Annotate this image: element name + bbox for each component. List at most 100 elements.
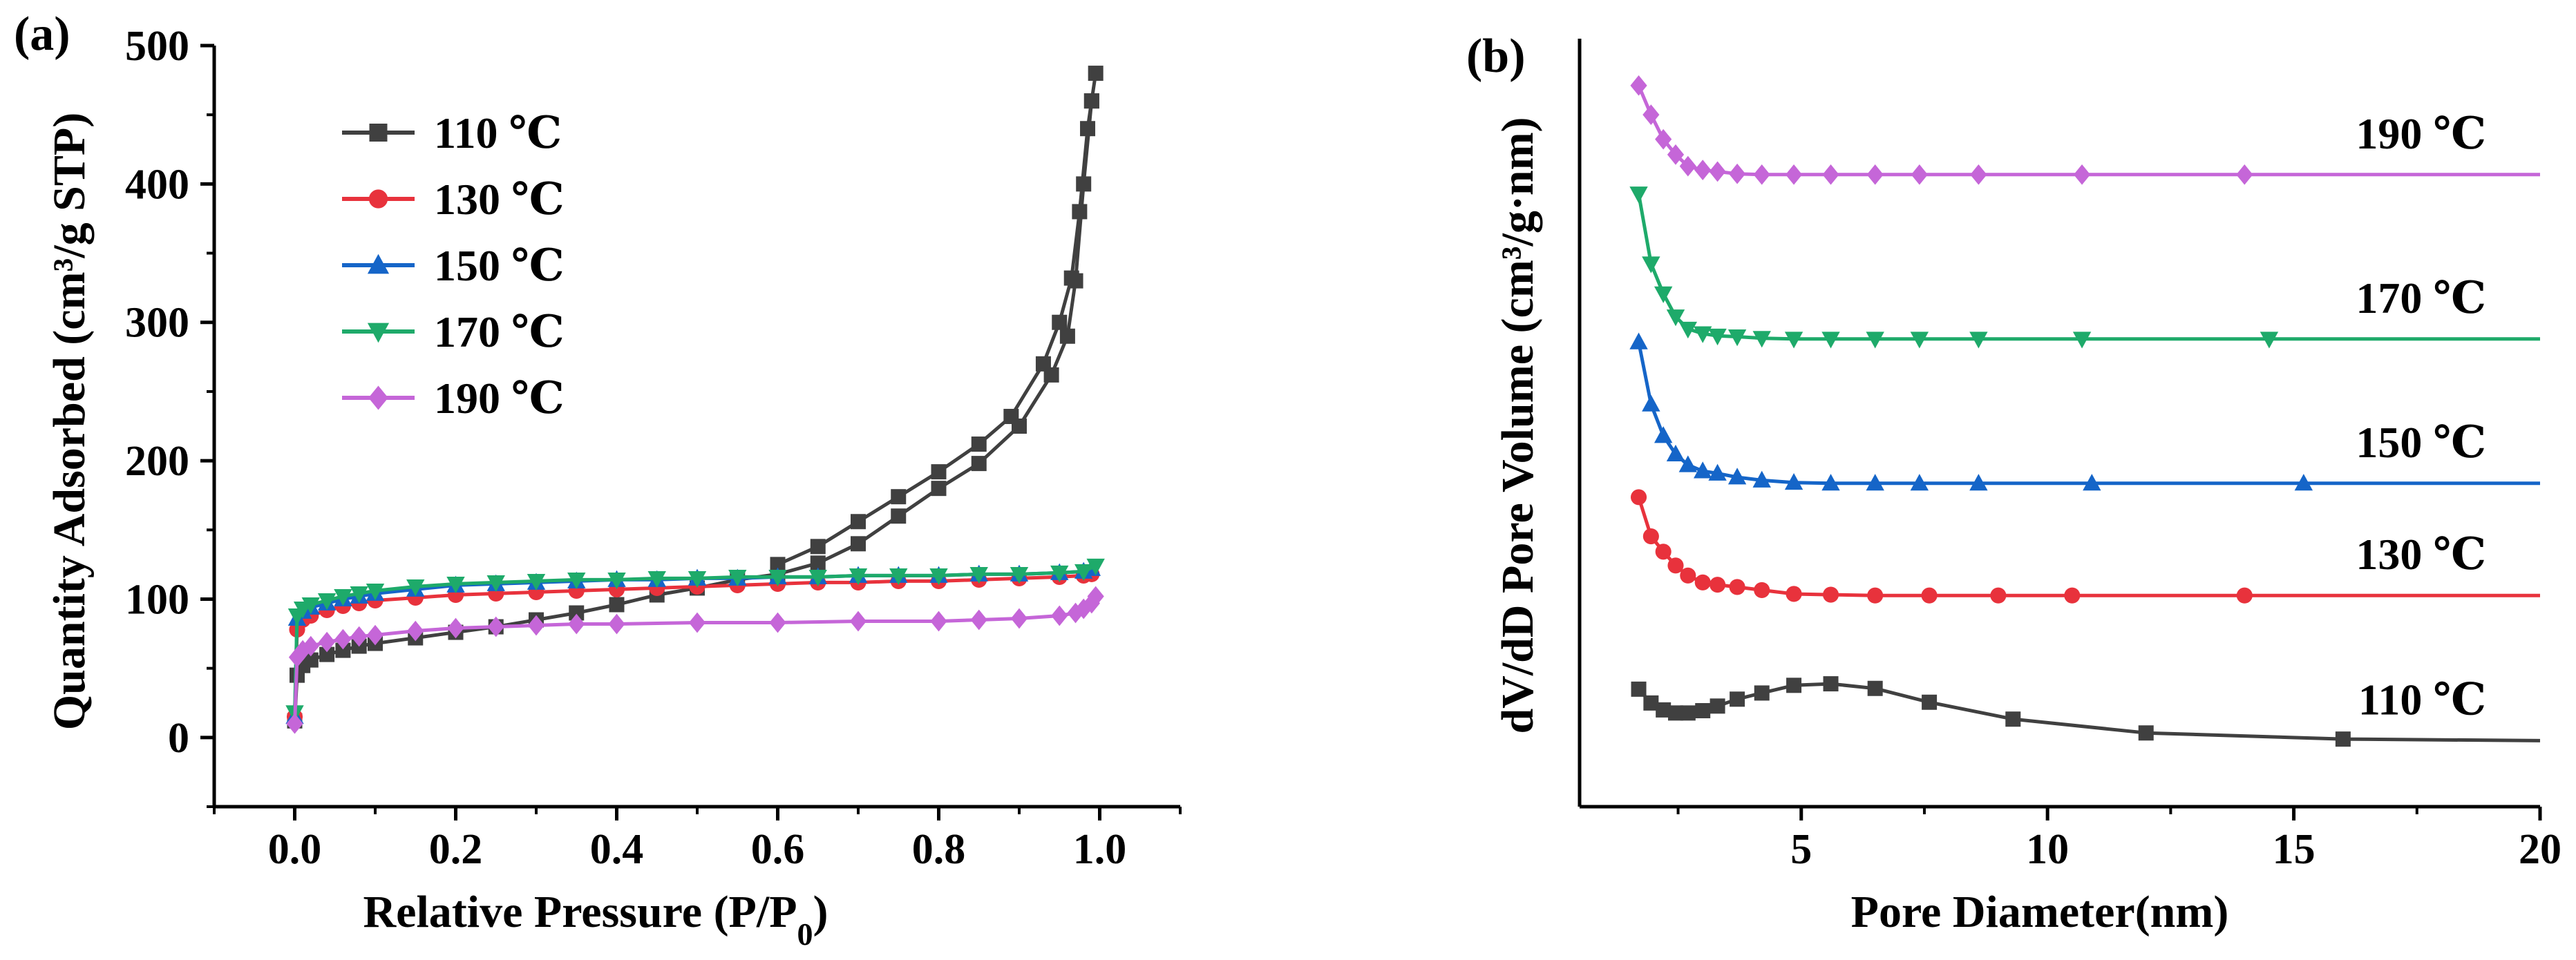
data-point-170 (1629, 186, 1648, 204)
data-point-170 (486, 575, 505, 593)
data-point-150 (1629, 332, 1648, 349)
data-point-110 (1922, 694, 1938, 710)
legend-marker-130 (368, 189, 388, 209)
data-point-190 (319, 631, 336, 653)
legend-label-150: 150 ℃ (434, 241, 565, 290)
data-point-190 (608, 613, 625, 635)
x-tick-label: 0.0 (268, 826, 322, 873)
data-point-130 (1642, 528, 1659, 545)
data-point-130 (2064, 587, 2081, 604)
data-point-110 (1088, 66, 1104, 81)
data-point-170 (1969, 332, 1988, 349)
x-tick-label: 15 (2273, 826, 2315, 873)
data-point-110 (2335, 731, 2351, 747)
panel-a-x-axis-title: Relative Pressure (P/P0) (363, 887, 828, 952)
y-tick-label: 0 (168, 715, 189, 762)
data-point-170 (889, 568, 908, 586)
legend-marker-150 (367, 253, 390, 274)
data-point-130 (1655, 544, 1671, 560)
data-point-150 (1910, 474, 1929, 491)
panel-a-axes (212, 46, 1180, 809)
x-tick-label: 10 (2026, 826, 2069, 873)
data-point-190 (288, 646, 306, 668)
data-point-130 (1680, 567, 1696, 584)
data-point-190 (334, 628, 352, 650)
data-point-110 (1080, 121, 1096, 137)
data-point-110 (2138, 725, 2154, 741)
legend-label-190: 190 ℃ (434, 374, 565, 423)
data-point-110 (1656, 702, 1671, 718)
data-point-130 (1822, 586, 1839, 603)
legend-marker-110 (369, 124, 388, 142)
data-point-130 (2236, 587, 2253, 604)
data-point-110 (931, 481, 947, 497)
data-point-170 (446, 576, 465, 594)
x-tick-label: 1.0 (1073, 826, 1127, 873)
data-point-170 (1678, 321, 1698, 339)
data-point-110 (810, 539, 826, 555)
data-point-150 (1708, 463, 1727, 481)
panel-a-adsorption-isotherm: (a) 0.0 0.2 0.4 0.6 0.8 1.0 0 100 200 300 400 500 R… (14, 8, 1182, 952)
data-point-170 (1010, 566, 1029, 584)
data-point-190 (1010, 608, 1028, 629)
data-point-190 (769, 612, 786, 633)
data-point-110 (1035, 356, 1051, 372)
panel-b-pore-size-distribution: (b) 5 10 15 20 Pore Diameter(nm) dV/dD Pore… (1466, 30, 2561, 937)
data-point-110 (1083, 93, 1099, 109)
data-point-190 (286, 713, 303, 734)
data-point-130 (1630, 489, 1647, 506)
data-point-190 (1679, 155, 1696, 177)
data-point-110 (1754, 685, 1770, 701)
data-point-190 (1729, 163, 1746, 184)
data-point-170 (728, 569, 747, 587)
data-point-130 (1754, 582, 1770, 598)
data-point-190 (302, 635, 319, 657)
data-point-190 (1911, 164, 1928, 185)
data-point-130 (1786, 586, 1802, 602)
data-point-110 (810, 555, 826, 571)
curve-label-190: 190 ℃ (2356, 109, 2486, 158)
data-point-170 (317, 593, 337, 611)
data-point-110 (1680, 705, 1696, 721)
data-point-130 (1694, 574, 1711, 591)
data-point-110 (931, 464, 947, 480)
panel-a-label: (a) (14, 8, 70, 61)
data-point-190 (407, 620, 424, 642)
data-point-170 (1708, 328, 1727, 346)
data-point-190 (568, 613, 585, 635)
legend-marker-190 (368, 385, 388, 410)
data-point-170 (1694, 326, 1712, 343)
x-tick-label: 5 (1790, 826, 1812, 873)
data-point-110 (1730, 691, 1745, 707)
panel-b-x-axis-title: Pore Diameter(nm) (1851, 887, 2229, 937)
x-tick-label: 0.6 (751, 826, 805, 873)
data-point-110 (1668, 705, 1683, 721)
data-point-110 (1786, 678, 1802, 693)
data-point-110 (971, 456, 987, 472)
data-point-170 (808, 569, 827, 587)
data-point-150 (1784, 472, 1803, 490)
y-tick-label: 200 (125, 438, 189, 485)
y-tick-label: 100 (125, 576, 189, 623)
data-point-190 (447, 617, 464, 639)
data-point-110 (851, 514, 866, 530)
data-point-190 (1642, 104, 1660, 125)
data-point-190 (1822, 164, 1839, 185)
data-point-110 (1063, 270, 1079, 286)
data-point-170 (1910, 332, 1929, 349)
data-point-150 (1866, 474, 1884, 491)
data-point-110 (303, 652, 319, 668)
panel-b-axes (1578, 39, 2540, 809)
x-tick-label: 0.2 (429, 826, 483, 873)
x-tick-label: 20 (2519, 826, 2561, 873)
data-point-130 (1990, 587, 2007, 604)
data-point-170 (1727, 329, 1747, 347)
data-point-170 (2072, 332, 2092, 349)
data-point-190 (1087, 586, 1104, 607)
data-point-110 (1695, 703, 1711, 718)
data-point-170 (1866, 332, 1884, 349)
data-point-110 (851, 536, 866, 552)
data-point-130 (1710, 577, 1726, 593)
data-point-170 (969, 566, 988, 584)
legend-marker-170 (367, 323, 390, 343)
